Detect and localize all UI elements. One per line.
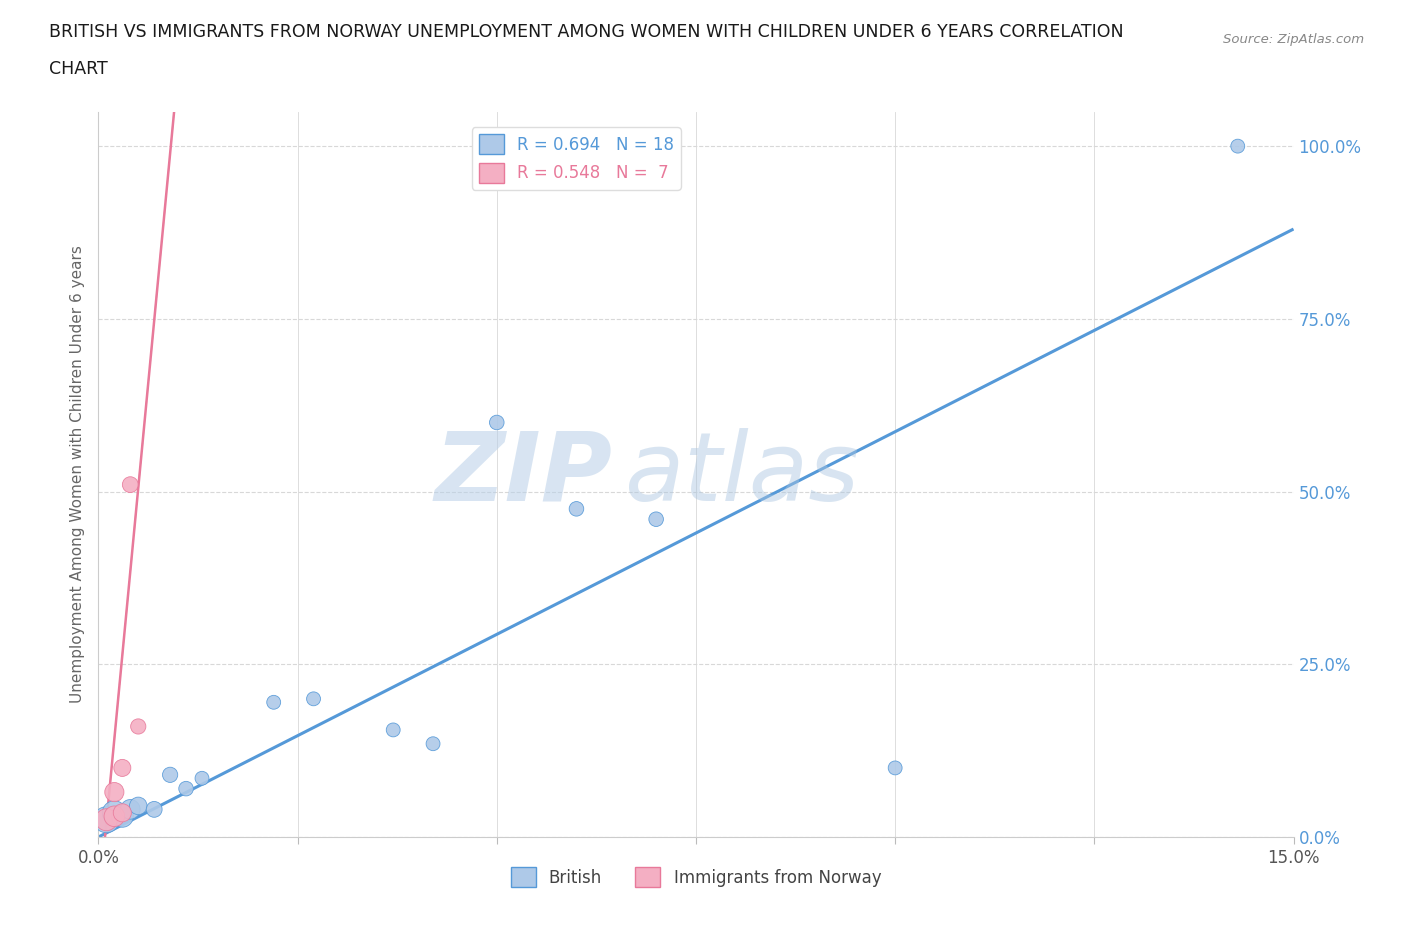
Point (422, 737, 444, 751)
Point (96, 812, 118, 827)
Point (103, 785, 125, 800)
Text: atlas: atlas (624, 428, 859, 521)
Point (103, 805, 125, 820)
Point (302, 691, 325, 706)
Point (382, 723, 405, 737)
Text: BRITISH VS IMMIGRANTS FROM NORWAY UNEMPLOYMENT AMONG WOMEN WITH CHILDREN UNDER 6: BRITISH VS IMMIGRANTS FROM NORWAY UNEMPL… (49, 23, 1123, 41)
Point (884, 761, 907, 776)
Point (111, 761, 134, 776)
Point (120, 802, 142, 817)
Point (120, 477, 142, 492)
Point (263, 695, 285, 710)
Point (645, 512, 668, 526)
Point (143, 802, 166, 817)
Point (111, 809, 134, 824)
Text: CHART: CHART (49, 60, 108, 78)
Point (96, 812, 118, 827)
Point (103, 809, 125, 824)
Point (565, 501, 588, 516)
Point (127, 799, 149, 814)
Point (191, 771, 214, 786)
Point (159, 767, 181, 782)
Point (1226, 139, 1249, 153)
Legend: British, Immigrants from Norway: British, Immigrants from Norway (503, 860, 889, 894)
Text: ZIP: ZIP (434, 428, 613, 521)
Text: Source: ZipAtlas.com: Source: ZipAtlas.com (1223, 33, 1364, 46)
Y-axis label: Unemployment Among Women with Children Under 6 years: Unemployment Among Women with Children U… (69, 246, 84, 703)
Point (111, 805, 134, 820)
Point (174, 781, 197, 796)
Point (127, 719, 149, 734)
Point (485, 415, 508, 430)
